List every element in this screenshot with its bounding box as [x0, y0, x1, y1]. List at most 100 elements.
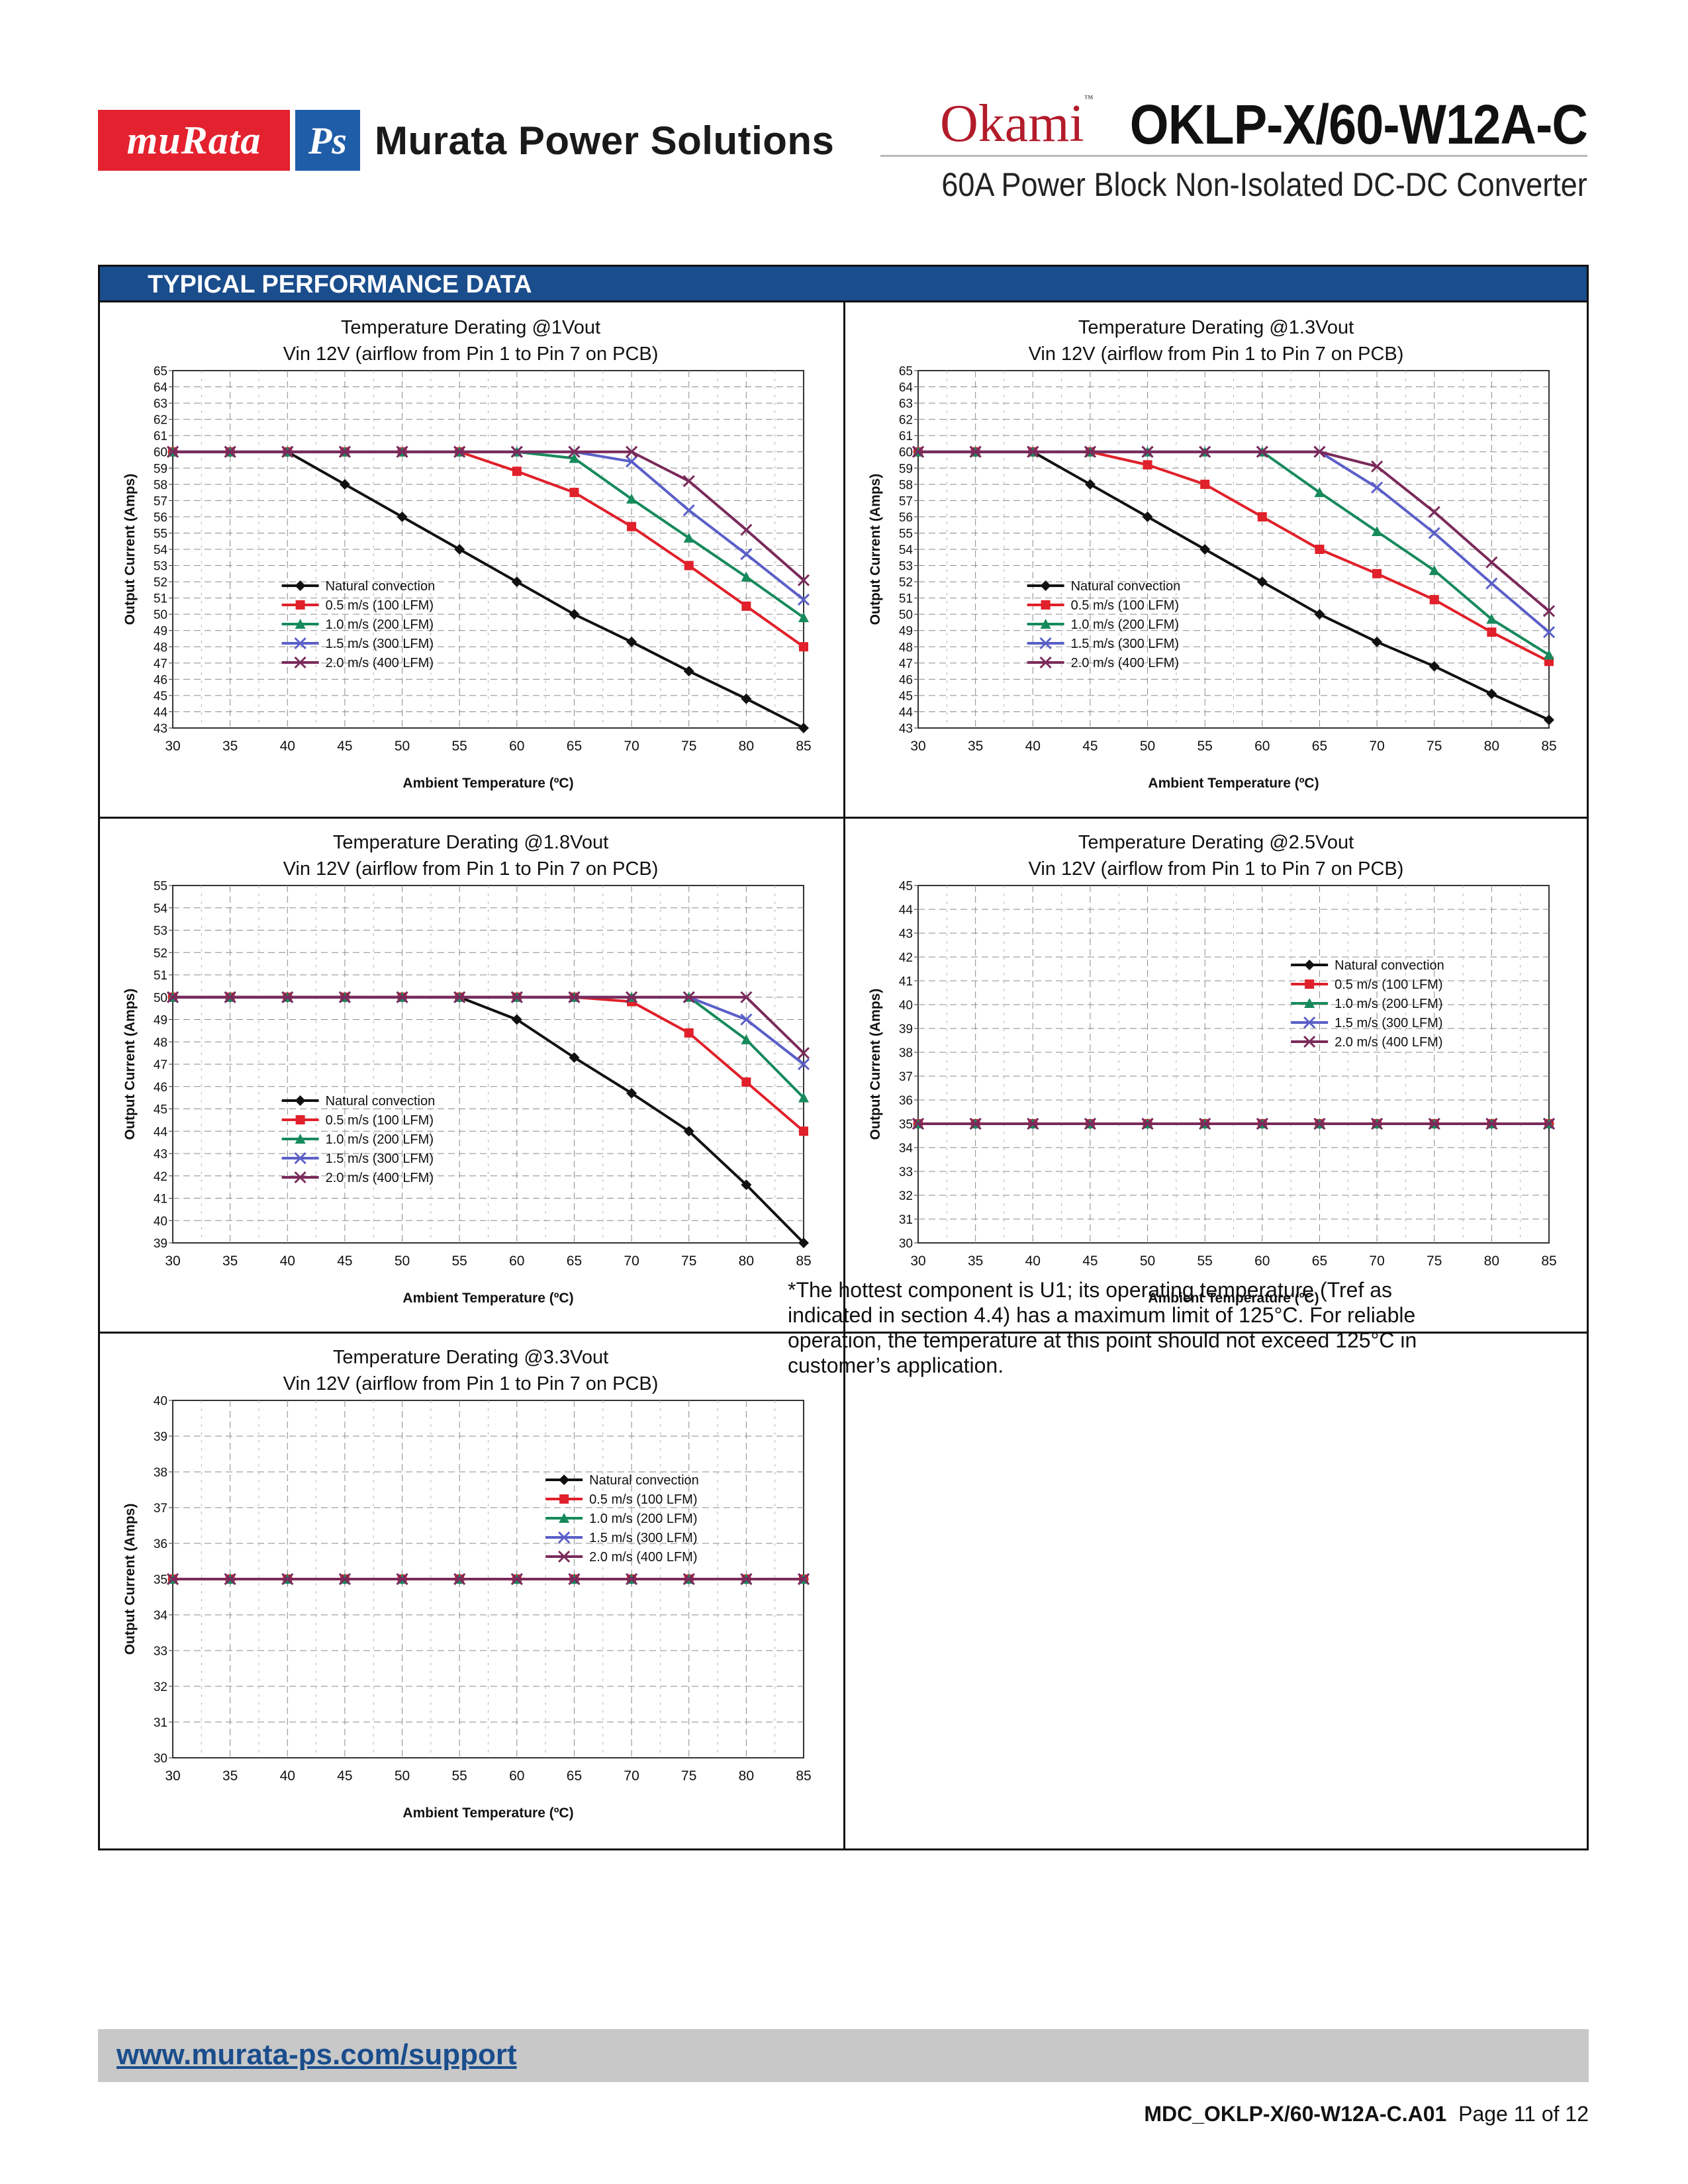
chart-legend: Natural convection 0.5 m/s (100 LFM) 1.0 m… — [1027, 579, 1180, 670]
x-tick-label: 55 — [452, 739, 467, 754]
data-point — [281, 991, 294, 1003]
x-tick-label: 70 — [1369, 1253, 1384, 1269]
y-tick-label: 62 — [899, 414, 913, 428]
data-point — [626, 636, 637, 647]
x-tick-label: 30 — [165, 1253, 180, 1269]
chart-subtitle: Vin 12V (airflow from Pin 1 to Pin 7 on … — [283, 858, 659, 880]
legend-label: 1.0 m/s (200 LFM) — [1071, 617, 1179, 632]
data-point — [1544, 649, 1554, 660]
data-point — [741, 601, 751, 611]
y-tick-label: 34 — [899, 1142, 914, 1156]
data-point — [166, 1572, 179, 1586]
y-tick-label: 34 — [154, 1609, 168, 1623]
data-point — [281, 445, 294, 458]
y-tick-label: 46 — [899, 673, 913, 687]
x-tick-label: 80 — [739, 1253, 754, 1269]
data-point — [511, 1014, 522, 1025]
legend-label: 1.5 m/s (300 LFM) — [1071, 637, 1179, 651]
y-tick-label: 58 — [154, 478, 167, 492]
ps-logo-mark: Ps — [295, 110, 360, 171]
y-tick-label: 54 — [154, 543, 168, 557]
data-point — [740, 523, 753, 536]
chart-legend: Natural convection 0.5 m/s (100 LFM) 1.0 m… — [281, 1094, 435, 1185]
data-point — [568, 1572, 581, 1586]
y-tick-label: 53 — [154, 925, 167, 938]
data-point — [510, 1572, 523, 1586]
y-tick-label: 37 — [899, 1070, 913, 1084]
data-point — [1544, 714, 1554, 725]
x-tick-label: 80 — [1484, 739, 1499, 754]
performance-section: TYPICAL PERFORMANCE DATA Temperature Der… — [98, 265, 1589, 1850]
x-tick-label: 55 — [452, 1768, 467, 1784]
y-tick-label: 53 — [154, 560, 167, 574]
x-tick-label: 65 — [567, 739, 582, 754]
data-point — [1200, 479, 1210, 489]
x-tick-label: 65 — [1312, 1253, 1327, 1269]
grid-divider-vertical — [843, 302, 845, 1848]
support-link[interactable]: www.murata-ps.com/support — [117, 2038, 517, 2071]
data-point — [684, 561, 694, 570]
series-4 — [166, 991, 810, 1060]
y-tick-label: 55 — [154, 527, 167, 541]
data-point — [682, 475, 695, 487]
legend-marker — [295, 1095, 306, 1106]
y-tick-label: 56 — [154, 511, 167, 525]
legend-item: Natural convection — [1027, 579, 1180, 594]
x-tick-label: 30 — [910, 1253, 925, 1269]
data-point — [741, 1077, 751, 1087]
y-tick-label: 62 — [154, 414, 167, 428]
y-tick-label: 46 — [154, 1081, 167, 1095]
x-tick-label: 70 — [624, 1253, 639, 1269]
legend-marker — [1040, 580, 1051, 591]
y-tick-label: 49 — [154, 1014, 167, 1028]
data-point — [683, 1126, 694, 1137]
model-number: OKLP-X/60-W12A-C — [1129, 93, 1588, 156]
data-point — [1428, 527, 1440, 539]
y-tick-label: 44 — [154, 705, 168, 719]
series-4 — [166, 1572, 810, 1586]
y-tick-labels: 39 40 41 42 43 44 45 46 47 48 49 50 51 52 53 54 55 — [154, 880, 173, 1251]
legend-label: Natural convection — [1335, 958, 1444, 973]
legend-marker — [295, 580, 306, 591]
grid-divider-row-2 — [100, 1332, 1587, 1334]
data-point — [1428, 1117, 1440, 1130]
data-point — [396, 1572, 408, 1586]
chart-legend: Natural convection 0.5 m/s (100 LFM) 1.0 m… — [545, 1473, 699, 1565]
y-tick-label: 51 — [899, 592, 913, 606]
data-point — [798, 723, 809, 733]
y-tick-label: 47 — [899, 657, 913, 671]
data-point — [682, 504, 695, 517]
x-tick-label: 75 — [681, 739, 696, 754]
legend-marker — [294, 656, 306, 669]
x-tick-label: 35 — [222, 1253, 238, 1269]
x-axis-label: Ambient Temperature (ºC) — [1148, 1291, 1319, 1306]
data-point — [797, 594, 810, 606]
data-point — [510, 991, 523, 1003]
y-tick-label: 30 — [154, 1752, 167, 1766]
legend-item: Natural convection — [1291, 958, 1444, 973]
chart-title: Temperature Derating @1.3Vout — [1078, 317, 1354, 338]
data-point — [568, 445, 581, 458]
x-tick-label: 50 — [395, 739, 410, 754]
data-point — [1542, 1117, 1556, 1130]
data-point — [684, 1028, 694, 1038]
legend-item: 0.5 m/s (100 LFM) — [1291, 978, 1443, 992]
x-tick-label: 40 — [1025, 1253, 1041, 1269]
y-tick-label: 50 — [899, 608, 913, 622]
data-point — [1313, 1117, 1326, 1130]
legend-marker — [559, 1513, 570, 1523]
y-tick-label: 55 — [154, 880, 167, 893]
okami-brand-logo: Okami™ — [940, 94, 1093, 154]
legend-label: Natural convection — [326, 579, 436, 594]
legend-item: 2.0 m/s (400 LFM) — [1027, 656, 1179, 670]
y-tick-label: 44 — [154, 1125, 168, 1139]
x-tick-label: 75 — [1427, 1253, 1442, 1269]
legend-label: 2.0 m/s (400 LFM) — [1071, 656, 1179, 670]
y-tick-label: 50 — [154, 991, 167, 1005]
y-tick-label: 45 — [899, 880, 913, 893]
data-point — [397, 511, 408, 522]
legend-item: 0.5 m/s (100 LFM) — [545, 1492, 698, 1507]
y-tick-label: 49 — [154, 625, 167, 639]
derating-chart-3.3vout: Temperature Derating @3.3Vout Vin 12V (ai… — [122, 1347, 812, 1821]
